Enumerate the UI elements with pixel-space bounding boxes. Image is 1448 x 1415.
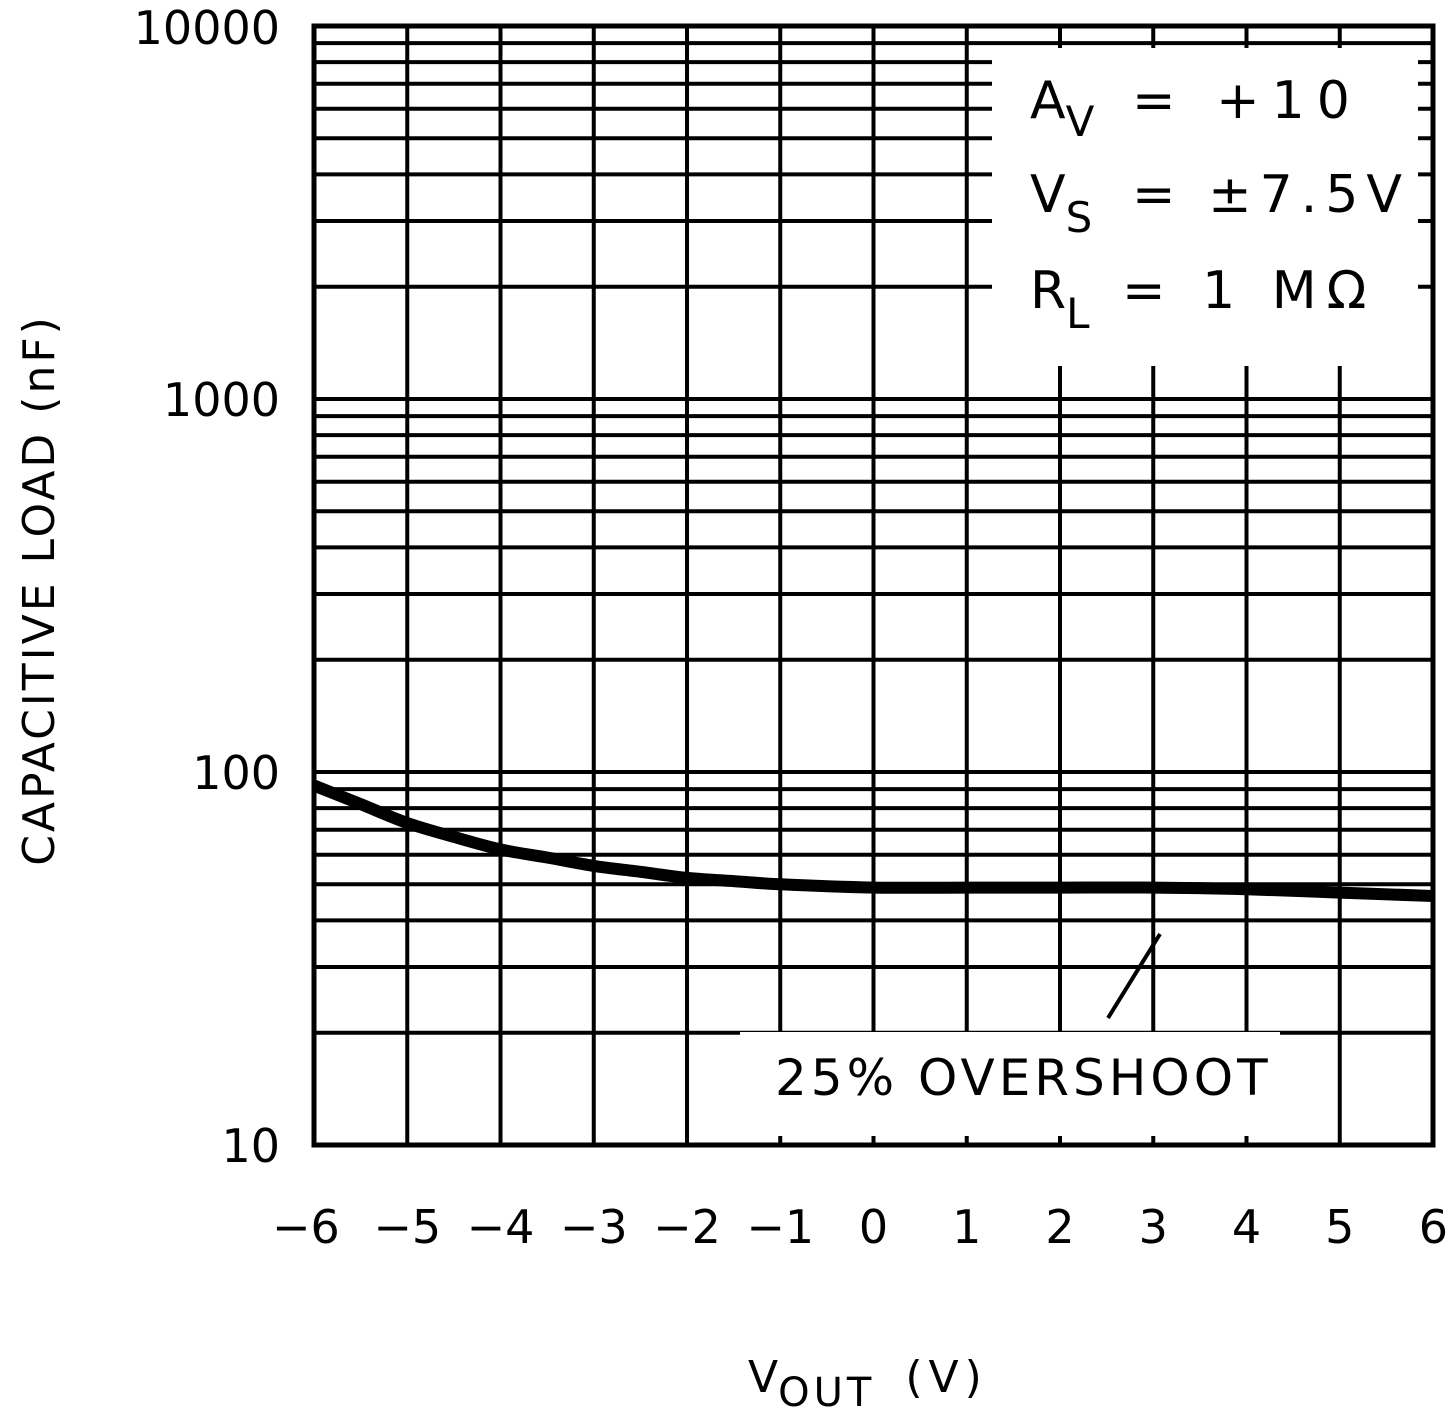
x-tick-label: 2 <box>1045 1200 1074 1254</box>
plot-frame-rect <box>311 23 1436 1148</box>
legend-entry-1-main: V <box>1030 165 1066 225</box>
x-axis-title-unit: (V) <box>905 1352 987 1403</box>
svg-text:VS= ±7.5V: VS = ±7.5V <box>1030 165 1410 242</box>
legend-background <box>992 48 1418 366</box>
legend-entry-0-rest: = +10 <box>1132 71 1362 131</box>
x-tick-label: −6 <box>272 1200 340 1254</box>
y-tick-label: 10 <box>221 1119 280 1173</box>
x-tick-labels: −6 −5 −4 −3 −2 −1 0 1 2 3 4 5 6 <box>272 1200 1448 1254</box>
y-tick-labels: 10 100 1000 10000 <box>134 1 280 1173</box>
legend-entry-1-sub: S <box>1066 193 1093 242</box>
annotation-leader-line <box>1106 932 1162 1020</box>
x-tick-label: 3 <box>1139 1200 1168 1254</box>
annotation-background <box>740 1032 1280 1136</box>
x-tick-label: 4 <box>1232 1200 1261 1254</box>
svg-text:RL= 1 MΩ: RL = 1 MΩ <box>1030 261 1376 338</box>
legend-entry-0-sub: V <box>1066 97 1095 146</box>
plot-frame <box>311 23 1436 1148</box>
x-tick-label: −3 <box>560 1200 628 1254</box>
y-tick-label: 1000 <box>163 373 280 427</box>
legend: AV = +10 VS = ±7.5V RL = 1 MΩ <box>1030 71 1410 338</box>
y-tick-label: 100 <box>192 746 280 800</box>
x-tick-label: −2 <box>653 1200 721 1254</box>
svg-text:AV= +10: AV = +10 <box>1030 71 1362 146</box>
annotation-label: 25% OVERSHOOT <box>775 1049 1272 1107</box>
legend-entry-2-main: R <box>1030 261 1066 321</box>
series-layer <box>311 779 1434 902</box>
label-backgrounds <box>740 48 1418 1136</box>
x-axis-title-sub: OUT <box>778 1370 875 1415</box>
x-tick-label: 5 <box>1325 1200 1354 1254</box>
legend-entry-0-main: A <box>1030 71 1066 131</box>
x-tick-label: −1 <box>746 1200 814 1254</box>
x-tick-label: −5 <box>373 1200 441 1254</box>
series-line-overshoot <box>311 779 1434 902</box>
x-axis-title-main: V <box>748 1352 778 1403</box>
x-tick-label: 0 <box>859 1200 888 1254</box>
legend-entry-2-sub: L <box>1066 289 1090 338</box>
x-tick-label: 1 <box>952 1200 981 1254</box>
legend-entry-1-rest: = ±7.5V <box>1132 165 1410 225</box>
y-axis-title: CAPACITIVE LOAD (nF) <box>14 314 65 866</box>
x-tick-label: 6 <box>1419 1200 1448 1254</box>
legend-entry-2-rest: = 1 MΩ <box>1122 261 1376 321</box>
x-tick-label: −4 <box>467 1200 535 1254</box>
svg-text:VOUT(V): VOUT (V) <box>748 1352 988 1415</box>
annotation: 25% OVERSHOOT <box>775 932 1272 1107</box>
y-tick-label: 10000 <box>134 1 280 55</box>
x-axis-title: VOUT (V) <box>748 1352 988 1415</box>
